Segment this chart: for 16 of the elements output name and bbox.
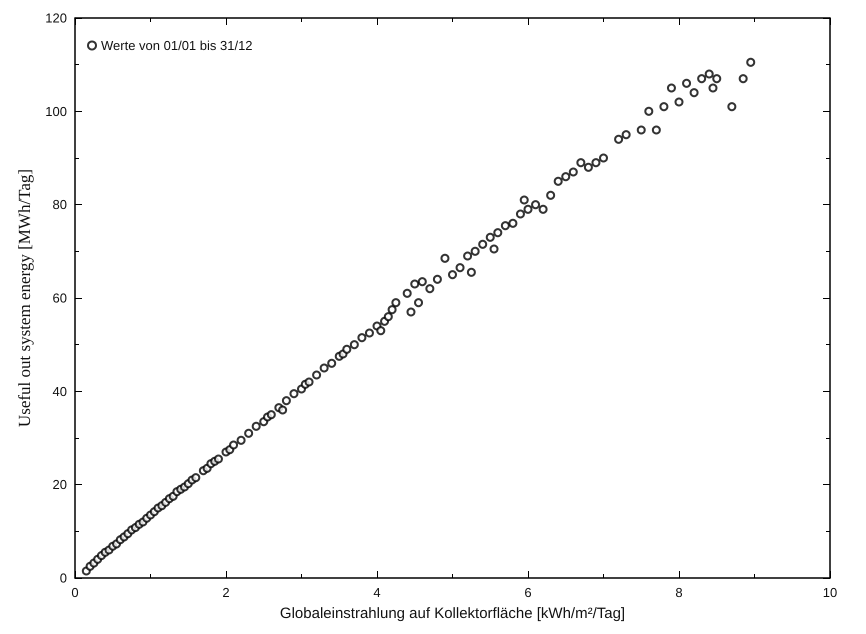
x-tick-label: 4 (373, 585, 381, 600)
x-tick-label: 8 (675, 585, 683, 600)
y-tick-label: 120 (45, 10, 67, 26)
x-tick-label: 10 (822, 585, 838, 600)
x-tick-label: 0 (71, 585, 79, 600)
x-tick-label: 6 (524, 585, 532, 600)
y-tick-label: 100 (45, 104, 67, 119)
y-tick-label: 40 (52, 384, 67, 399)
y-tick-label: 80 (52, 197, 67, 212)
y-tick-label: 60 (52, 290, 67, 306)
legend-label: Werte von 01/01 bis 31/12 (101, 38, 253, 53)
x-tick-label: 2 (222, 585, 230, 600)
x-axis-title: Globaleinstrahlung auf Kollektorfläche [kWh/m²/Tag] (280, 605, 626, 622)
y-tick-label: 0 (60, 570, 67, 586)
y-axis-title: Useful out system energy [MWh/Tag] (15, 168, 34, 428)
y-tick-label: 20 (52, 477, 67, 492)
